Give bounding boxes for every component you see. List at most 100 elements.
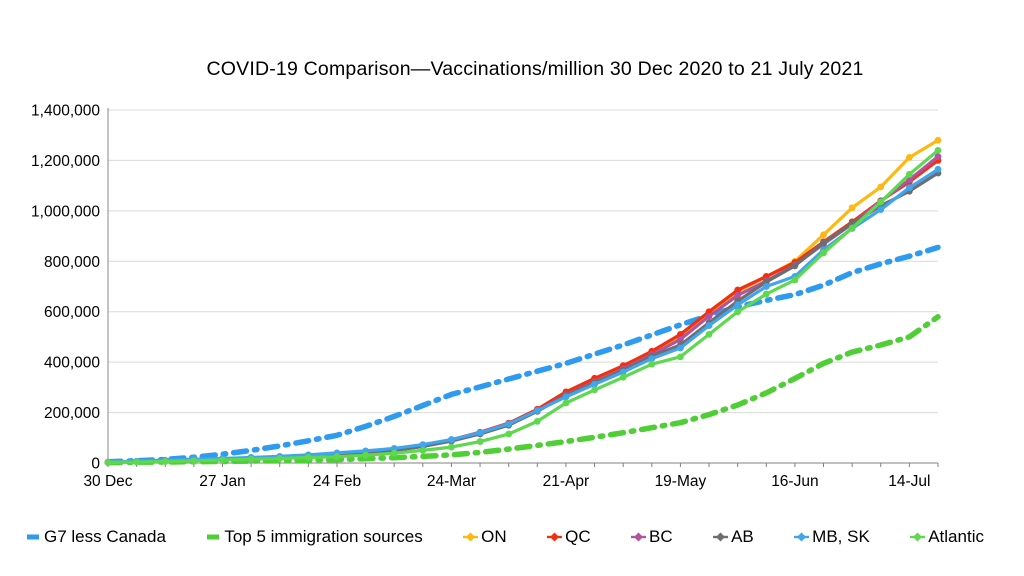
series-point-atlantic-25 [820, 249, 827, 257]
series-point-atlantic-20 [677, 353, 684, 361]
series-line-g7-less-canada [105, 244, 941, 465]
legend-item-on: ON [463, 527, 507, 547]
legend-item-top-5-immigration-sources: Top 5 immigration sources [206, 527, 423, 547]
diamond-marker-icon [550, 532, 560, 542]
legend-swatch-ab-icon [713, 532, 729, 542]
legend-label-qc: QC [565, 527, 591, 546]
x-axis-label-24-mar: 24-Mar [427, 473, 476, 490]
series-point-bc-22 [734, 291, 742, 299]
diamond-marker-icon [466, 532, 476, 542]
series-point-atlantic-8 [333, 453, 341, 461]
y-axis-label-1000000: 1,000,000 [31, 203, 100, 220]
series-point-ab-24 [791, 262, 799, 270]
diamond-marker-icon [634, 532, 644, 542]
series-point-atlantic-6 [276, 455, 284, 462]
series-point-bc-29 [934, 153, 942, 161]
series-point-mb-sk-29 [934, 165, 942, 173]
dash-swatch [207, 534, 220, 540]
y-axis-label-200000: 200,000 [44, 405, 100, 422]
series-point-atlantic-0 [104, 459, 112, 466]
x-axis-label-21-apr: 21-Apr [543, 473, 590, 490]
x-axis-label-27-jan: 27 Jan [199, 473, 246, 490]
series-point-atlantic-5 [247, 455, 255, 463]
diamond-marker-icon [797, 532, 807, 542]
series-point-atlantic-13 [476, 438, 484, 445]
series-point-atlantic-3 [190, 457, 198, 465]
series-point-atlantic-29 [934, 146, 942, 154]
series-point-atlantic-11 [419, 446, 427, 454]
legend-label-bc: BC [649, 527, 673, 546]
legend-label-ab: AB [731, 527, 754, 546]
series-point-mb-sk-20 [677, 344, 684, 352]
legend-label-g7-less-canada: G7 less Canada [44, 527, 166, 546]
series-point-mb-sk-17 [591, 380, 598, 388]
series-point-atlantic-19 [648, 360, 656, 368]
series-point-atlantic-26 [848, 224, 856, 232]
series-line-on [107, 138, 939, 464]
legend-label-top-5-immigration-sources: Top 5 immigration sources [224, 527, 423, 546]
series-point-on-25 [820, 231, 827, 239]
series-line-atlantic [107, 149, 940, 465]
series-point-bc-20 [677, 336, 684, 343]
chart-title: COVID-19 Comparison—Vaccinations/million… [206, 58, 864, 80]
legend-item-atlantic: Atlantic [910, 527, 984, 547]
legend-swatch-g7-less-canada-icon [27, 534, 39, 540]
series-point-atlantic-23 [762, 290, 770, 298]
series-point-atlantic-9 [362, 451, 369, 459]
legend: G7 less Canada Top 5 immigration sources O… [0, 521, 1024, 553]
series-point-ab-25 [820, 239, 827, 247]
series-point-atlantic-14 [505, 430, 513, 438]
series-point-mb-sk-22 [734, 301, 742, 309]
series-point-atlantic-7 [304, 454, 312, 461]
series-point-mb-sk-11 [419, 441, 427, 448]
series-point-on-28 [905, 154, 913, 161]
series-point-atlantic-21 [705, 331, 713, 338]
series-point-qc-22 [734, 286, 742, 294]
series-point-mb-sk-23 [762, 283, 770, 290]
diamond-marker-icon [716, 532, 726, 542]
series-point-mb-sk-13 [476, 429, 484, 437]
legend-label-on: ON [481, 527, 507, 546]
x-axis-label-19-may: 19-May [655, 473, 707, 490]
series-point-atlantic-17 [591, 386, 598, 394]
legend-swatch-atlantic-icon [910, 532, 926, 542]
dash-swatch [27, 534, 39, 540]
series-line-ab [107, 171, 939, 465]
series-point-atlantic-2 [161, 458, 169, 465]
legend-item-g7-less-canada: G7 less Canada [26, 527, 166, 547]
series-point-mb-sk-28 [905, 184, 913, 192]
legend-item-bc: BC [631, 527, 673, 547]
series-point-atlantic-15 [533, 417, 541, 425]
legend-swatch-on-icon [463, 532, 479, 542]
series-point-mb-sk-16 [562, 393, 570, 401]
x-axis-label-14-jul: 14-Jul [888, 473, 930, 490]
series-point-mb-sk-14 [505, 420, 513, 428]
y-axis-label-1200000: 1,200,000 [31, 153, 100, 170]
series-point-mb-sk-18 [619, 368, 627, 376]
series-point-atlantic-22 [734, 308, 742, 316]
x-axis-label-24-feb: 24 Feb [313, 473, 361, 490]
series-point-atlantic-4 [219, 456, 226, 464]
y-axis-label-0: 0 [91, 456, 100, 473]
x-axis-label-30-dec: 30 Dec [83, 473, 132, 490]
series-point-atlantic-12 [448, 443, 455, 451]
legend-swatch-top-5-immigration-sources-icon [207, 534, 220, 540]
y-axis-label-600000: 600,000 [44, 304, 100, 321]
x-axis-label-16-jun: 16-Jun [771, 473, 818, 490]
legend-swatch-bc-icon [631, 532, 647, 542]
series-point-on-26 [848, 204, 856, 212]
series-point-atlantic-27 [877, 198, 885, 206]
series-point-bc-21 [705, 312, 713, 320]
legend-item-mb-sk: MB, SK [794, 527, 870, 547]
series-point-atlantic-18 [619, 373, 627, 381]
series-point-on-27 [877, 183, 885, 191]
legend-item-ab: AB [713, 527, 754, 547]
series-line-top-5-immigration-sources [105, 314, 941, 466]
series-point-atlantic-10 [390, 449, 398, 457]
legend-swatch-mb-sk-icon [794, 532, 810, 542]
y-axis-label-1400000: 1,400,000 [31, 103, 100, 120]
y-axis-label-800000: 800,000 [44, 254, 100, 271]
series-point-mb-sk-19 [648, 355, 656, 363]
series-point-mb-sk-10 [390, 444, 398, 452]
